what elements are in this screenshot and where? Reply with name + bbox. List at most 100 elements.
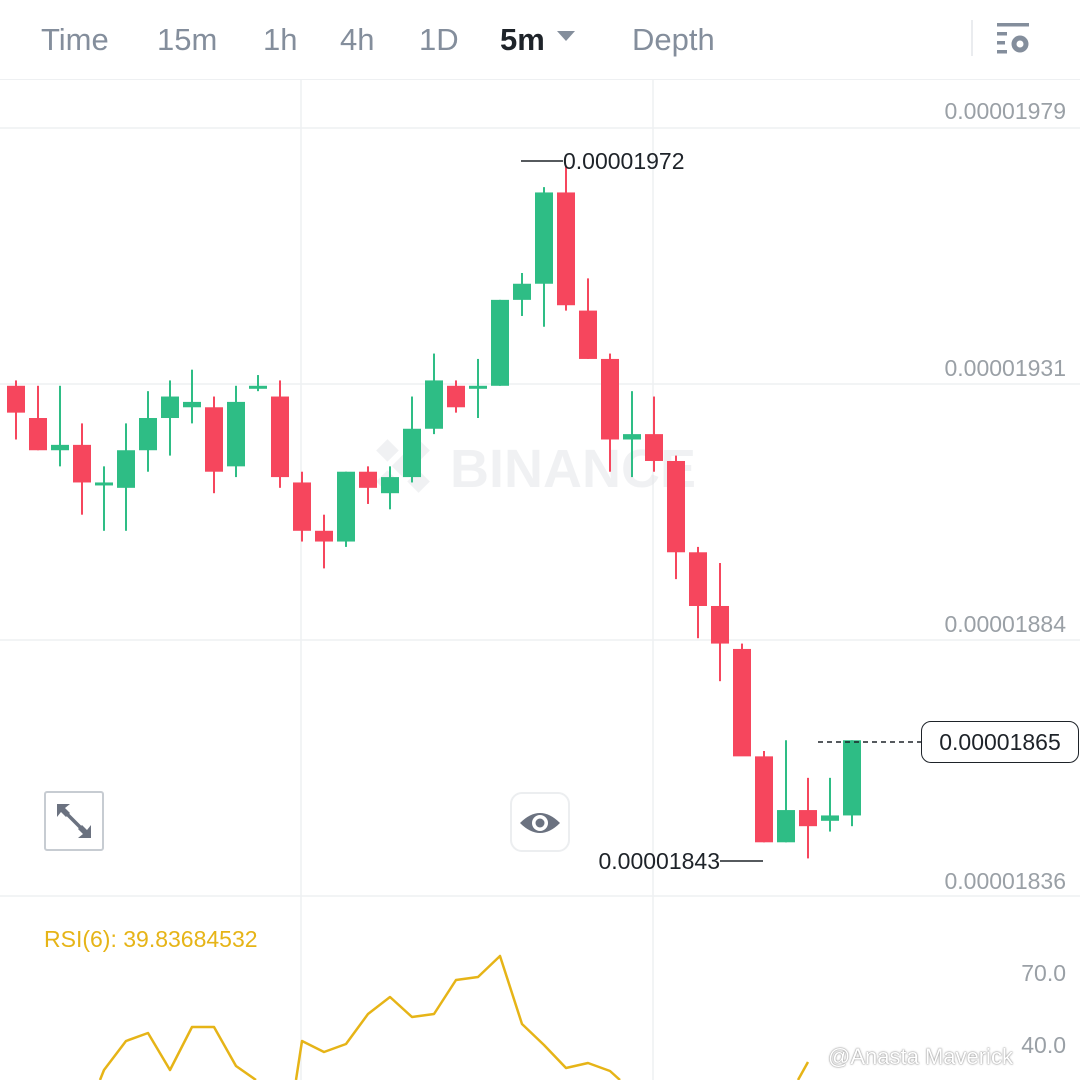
chart-settings-button[interactable] bbox=[994, 20, 1034, 60]
candle-body bbox=[381, 477, 399, 494]
candle-body bbox=[249, 385, 267, 389]
candle bbox=[95, 466, 113, 531]
tab-1d[interactable]: 1D bbox=[419, 22, 459, 57]
rsi-line bbox=[98, 1025, 257, 1080]
candle-body bbox=[183, 401, 201, 408]
toolbar-divider bbox=[971, 20, 973, 56]
candle-body bbox=[29, 418, 47, 451]
candle bbox=[513, 273, 531, 316]
tab-1h[interactable]: 1h bbox=[263, 22, 298, 57]
last-price-tag[interactable]: 0.00001865 bbox=[921, 721, 1079, 763]
candle bbox=[359, 466, 377, 504]
candle bbox=[491, 299, 509, 386]
candle bbox=[51, 385, 69, 467]
candle bbox=[315, 514, 333, 569]
candle bbox=[205, 396, 223, 494]
candle-body bbox=[821, 815, 839, 821]
candle bbox=[579, 278, 597, 359]
candle-body bbox=[755, 756, 773, 843]
candle bbox=[183, 369, 201, 424]
candles bbox=[7, 165, 861, 859]
candle bbox=[425, 353, 443, 435]
candle bbox=[7, 380, 25, 440]
candle-body bbox=[447, 385, 465, 408]
candle bbox=[755, 750, 773, 843]
candle-body bbox=[645, 434, 663, 461]
candle bbox=[381, 466, 399, 510]
y-tick-label: 0.00001931 bbox=[944, 355, 1066, 381]
candle bbox=[249, 375, 267, 392]
candle bbox=[29, 385, 47, 451]
expand-chart-button[interactable] bbox=[44, 791, 104, 851]
price-chart[interactable]: BINANCE 0.00001979 0.00001931 0.00001884… bbox=[0, 80, 1080, 1080]
candle bbox=[227, 385, 245, 478]
y-tick-label: 0.00001884 bbox=[944, 611, 1066, 637]
rsi-tick-label: 70.0 bbox=[1021, 960, 1066, 986]
eye-icon bbox=[520, 813, 560, 833]
candle-body bbox=[315, 530, 333, 542]
low-marker-label: 0.00001843 bbox=[598, 848, 720, 874]
rsi-axis: 70.0 40.0 bbox=[1021, 960, 1066, 1058]
candle-body bbox=[117, 450, 135, 488]
candle-body bbox=[469, 385, 487, 389]
candle bbox=[139, 391, 157, 472]
candle-body bbox=[271, 396, 289, 478]
toggle-visibility-button[interactable] bbox=[510, 792, 570, 852]
rsi-indicator-label[interactable]: RSI(6): 39.83684532 bbox=[44, 926, 258, 952]
candle-body bbox=[73, 444, 91, 483]
high-marker: 0.00001972 bbox=[521, 148, 685, 174]
candle bbox=[667, 455, 685, 580]
tab-15m[interactable]: 15m bbox=[157, 22, 218, 57]
tab-5m[interactable]: 5m bbox=[500, 20, 575, 60]
chevron-down-icon bbox=[556, 30, 575, 41]
candle bbox=[469, 358, 487, 419]
candle bbox=[337, 471, 355, 547]
tab-depth[interactable]: Depth bbox=[632, 22, 715, 57]
candle-body bbox=[359, 471, 377, 488]
candle bbox=[733, 643, 751, 757]
candle-body bbox=[337, 471, 355, 542]
candle bbox=[293, 471, 311, 542]
candle bbox=[843, 740, 861, 827]
candle bbox=[557, 165, 575, 311]
tab-4h[interactable]: 4h bbox=[340, 22, 375, 57]
candle bbox=[821, 777, 839, 832]
candle bbox=[271, 380, 289, 488]
candle-body bbox=[623, 434, 641, 440]
y-tick-label: 0.00001979 bbox=[944, 98, 1066, 124]
chart-settings-icon bbox=[997, 23, 1029, 54]
candle-body bbox=[843, 740, 861, 816]
tab-time[interactable]: Time bbox=[41, 22, 109, 57]
candle-body bbox=[557, 192, 575, 306]
candle-body bbox=[491, 299, 509, 386]
candle bbox=[403, 396, 421, 483]
candle-body bbox=[777, 810, 795, 843]
candle bbox=[777, 740, 795, 843]
candle-body bbox=[425, 380, 443, 429]
timeframe-bar: Time 15m 1h 4h 1D 5m Depth bbox=[0, 0, 1080, 80]
y-tick-label: 0.00001836 bbox=[944, 868, 1066, 894]
candle-body bbox=[667, 460, 685, 553]
rsi-tick-label: 40.0 bbox=[1021, 1032, 1066, 1058]
user-watermark: @Anasta Maverick bbox=[828, 1044, 1013, 1069]
chart-grid bbox=[0, 80, 1080, 1080]
candle-body bbox=[51, 444, 69, 451]
candle-body bbox=[601, 358, 619, 440]
candle-body bbox=[7, 385, 25, 413]
candle bbox=[117, 423, 135, 531]
low-marker: 0.00001843 bbox=[598, 848, 763, 874]
high-marker-label: 0.00001972 bbox=[563, 148, 685, 174]
candle-body bbox=[711, 605, 729, 644]
y-axis: 0.00001979 0.00001931 0.00001884 0.00001… bbox=[944, 98, 1066, 894]
candle-body bbox=[403, 428, 421, 478]
candle-body bbox=[535, 192, 553, 284]
candle bbox=[73, 423, 91, 515]
candle-body bbox=[579, 310, 597, 359]
candle-body bbox=[513, 283, 531, 300]
tab-5m-label: 5m bbox=[500, 22, 545, 57]
candle-body bbox=[227, 401, 245, 467]
candle bbox=[623, 391, 641, 478]
rsi-line bbox=[294, 954, 621, 1080]
candle-body bbox=[139, 418, 157, 451]
candle bbox=[535, 187, 553, 327]
